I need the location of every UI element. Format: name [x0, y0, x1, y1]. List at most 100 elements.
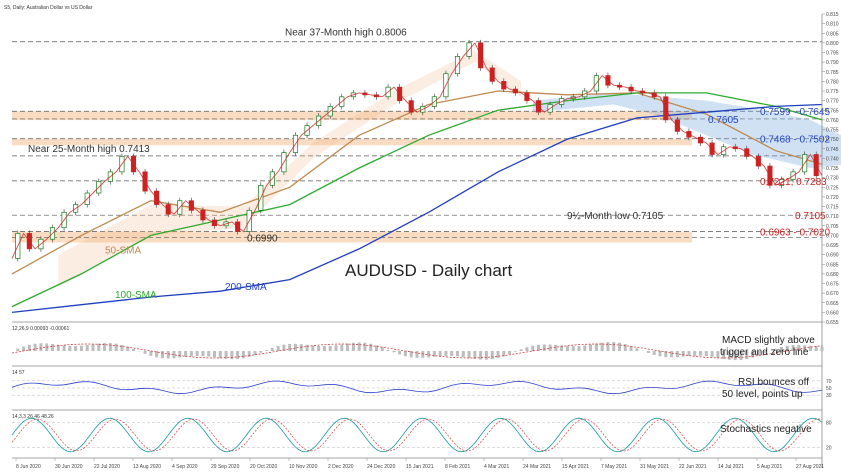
macd-bar	[340, 344, 344, 351]
macd-bar	[380, 347, 384, 351]
x-axis: 8 Jun 2020 30 Jun 2020 22 Jul 2020 13 Aug 2…	[15, 458, 824, 470]
macd-bar	[774, 348, 778, 351]
level-label: 0.7221, 0.7283	[760, 177, 827, 188]
macd-bar	[369, 343, 373, 351]
level-lines	[12, 41, 822, 323]
ichimoku-cloud	[58, 50, 841, 288]
chart-title: AUDUSD - Daily chart	[345, 261, 512, 280]
rsi-tick-label: 30	[826, 393, 832, 399]
macd-bar	[479, 351, 483, 360]
y-tick-label: 0.765	[826, 108, 839, 114]
x-tick-label: 24 Mar 2021	[523, 464, 551, 470]
macd-bar	[328, 345, 332, 351]
macd-bar	[716, 351, 720, 358]
macd-bar	[184, 351, 188, 357]
macd-bar	[398, 351, 402, 355]
macd-bar	[450, 351, 454, 356]
macd-bar	[756, 351, 760, 356]
macd-bar	[600, 342, 604, 351]
macd-bar	[797, 345, 801, 351]
price-line	[11, 42, 823, 259]
macd-bar	[224, 351, 228, 359]
level-label: 0.7599 - 0.7645	[760, 107, 830, 118]
macd-bar	[421, 351, 425, 358]
macd-bar	[97, 343, 101, 351]
macd-bar	[172, 351, 176, 359]
macd-bar	[658, 351, 662, 357]
y-tick-label: 0.740	[826, 156, 839, 162]
100-sma-line	[11, 92, 823, 308]
macd-bar	[409, 351, 413, 358]
x-tick-label: 15 Apr 2021	[562, 464, 589, 470]
y-tick-label: 0.795	[826, 51, 839, 57]
y-tick-label: 0.730	[826, 176, 839, 182]
macd-bar	[259, 351, 263, 353]
macd-bar	[670, 351, 674, 358]
macd-bar	[762, 351, 766, 354]
macd-bar	[710, 351, 714, 357]
macd-bar	[201, 351, 205, 357]
y-tick-label: 0.675	[826, 282, 839, 288]
macd-bar	[594, 343, 598, 351]
macd-bar	[236, 351, 240, 360]
rsi-tick-label: 50	[826, 386, 832, 392]
macd-bar	[646, 351, 650, 353]
macd-bar	[652, 351, 656, 355]
macd-bar	[317, 345, 321, 351]
y-tick-label: 0.720	[826, 195, 839, 201]
y-tick-label: 0.760	[826, 118, 839, 124]
x-tick-label: 29 Sep 2020	[211, 464, 240, 470]
macd-bar	[120, 344, 124, 351]
macd-bar	[577, 346, 581, 351]
macd-header: 12,26,9 0.00093 -0.00061	[12, 326, 69, 332]
low-annotation: 9½-Month low 0.7105	[567, 211, 664, 222]
y-tick-label: 0.670	[826, 291, 839, 297]
rsi-header: 14 57	[12, 370, 25, 376]
macd-bar	[623, 344, 627, 351]
macd-bar	[820, 346, 824, 351]
macd-bar	[519, 349, 523, 351]
macd-bar	[427, 351, 431, 358]
y-tick-label: 0.680	[826, 272, 839, 278]
macd-bar	[508, 351, 512, 355]
macd-bar	[722, 351, 726, 359]
macd-bar	[62, 345, 66, 351]
y-tick-label: 0.745	[826, 147, 839, 153]
macd-bar	[484, 351, 488, 360]
y-tick-label: 0.805	[826, 31, 839, 37]
macd-bar	[132, 349, 135, 351]
macd-bar	[375, 345, 378, 351]
macd-bar	[108, 343, 112, 351]
macd-note-2: trigger and zero line	[720, 347, 809, 358]
macd-bar	[305, 344, 309, 351]
macd-bar	[612, 342, 616, 351]
macd-bar	[618, 342, 621, 351]
macd-bar	[444, 351, 448, 356]
x-tick-label: 20 Oct 2020	[250, 464, 277, 470]
indicator-panels: 12,26,9 0.00093 -0.00061 14 57 14,3,3 26.4…	[11, 326, 832, 459]
macd-bar	[322, 346, 326, 351]
macd-bar	[699, 351, 702, 356]
symbol-header: S5, Daily: Australian Dollar vs US Dolla…	[4, 5, 93, 11]
macd-bar	[814, 346, 818, 351]
x-tick-label: 15 Jan 2021	[406, 464, 434, 470]
x-tick-label: 24 Dec 2020	[367, 464, 396, 470]
macd-bar	[438, 351, 442, 357]
macd-bar	[288, 343, 292, 351]
macd-bar	[195, 351, 199, 356]
macd-bar	[351, 342, 355, 351]
macd-bar	[178, 351, 182, 358]
level-label: 0.7605	[708, 115, 739, 126]
macd-bar	[213, 351, 216, 358]
y-tick-label: 0.770	[826, 99, 839, 105]
macd-bar	[357, 342, 361, 351]
macd-bar	[461, 351, 465, 358]
macd-bar	[363, 342, 367, 351]
macd-bar	[155, 351, 159, 358]
y-tick-label: 0.755	[826, 128, 839, 134]
macd-bar	[791, 345, 795, 351]
macd-bar	[126, 346, 130, 351]
macd-bar	[311, 345, 315, 351]
macd-bar	[265, 350, 269, 351]
